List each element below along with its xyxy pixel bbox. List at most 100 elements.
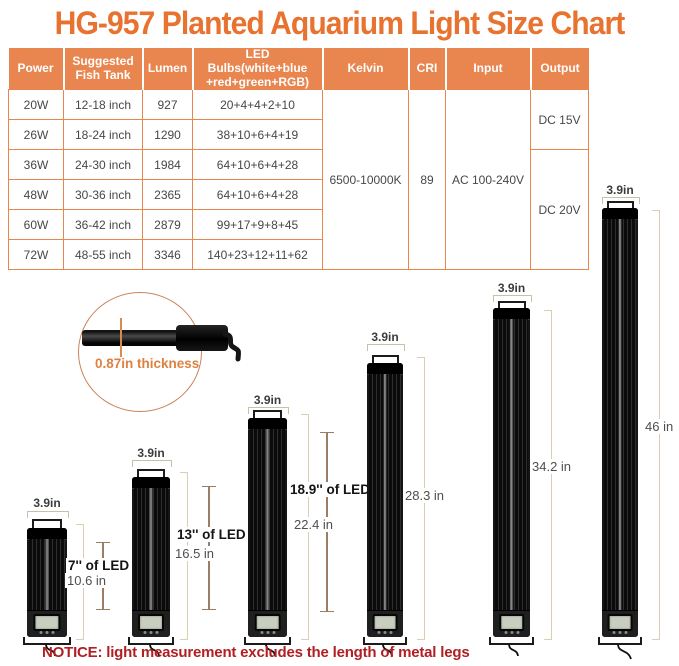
cell-power: 26W — [8, 119, 64, 151]
table-row: 36W 24-30 inch 1984 64+10+6+4+28 DC 20V — [8, 149, 589, 271]
mount-bracket-hook — [222, 331, 241, 362]
lamp-1-total-length-label: 10.6 in — [65, 573, 109, 588]
cell-led-bulbs: 20+4+4+2+10 — [192, 89, 323, 121]
lamp-4-led-panel — [369, 374, 401, 611]
lamp-4-controller — [367, 610, 403, 637]
lamp-3-width-bracket — [248, 407, 289, 414]
lamp-3-buttons — [260, 631, 275, 634]
lamp-3-total-length-label: 22.4 in — [292, 517, 336, 532]
lamp-6-controller — [602, 610, 638, 637]
thickness-detail-circle — [78, 292, 202, 412]
table-row: 72W 48-55 inch 3346 140+23+12+11+62 — [8, 239, 589, 271]
lamp-6-bottom-leg — [598, 637, 642, 645]
lamp-2-led-length-label: 13'' of LED — [175, 527, 248, 542]
lamp-2-bottom-leg — [128, 637, 174, 645]
cell-fish-tank: 30-36 inch — [63, 179, 143, 211]
cell-led-bulbs: 38+10+6+4+19 — [192, 119, 323, 151]
lamp-3-lcd-display — [254, 614, 281, 631]
lamp-6-lcd-display — [607, 614, 633, 631]
cell-led-bulbs: 140+23+12+11+62 — [192, 239, 323, 271]
cell-led-bulbs: 64+10+6+4+28 — [192, 179, 323, 211]
lamp-1-led-length-label: 7'' of LED — [66, 558, 132, 573]
lamp-4-body — [367, 363, 403, 637]
thickness-label: 0.87in thickness — [95, 356, 200, 371]
cell-fish-tank: 48-55 inch — [63, 239, 143, 271]
lamp-3-body — [248, 418, 287, 637]
cell-lumen: 1290 — [142, 119, 193, 151]
cell-cri: 89 — [408, 89, 446, 271]
lamp-5-controller — [493, 610, 530, 637]
lamp-4-buttons — [377, 631, 393, 634]
lamp-2-power-cord — [149, 644, 160, 657]
cell-power: 48W — [8, 179, 64, 211]
page-title: HG-957 Planted Aquarium Light Size Chart — [54, 5, 626, 41]
lamp-1-body — [27, 528, 67, 637]
table-row: 60W 36-42 inch 2879 99+17+9+8+45 — [8, 209, 589, 241]
cell-fish-tank: 24-30 inch — [63, 149, 143, 181]
lamp-6-body — [602, 208, 638, 637]
lamp-4-lcd-display — [372, 614, 398, 631]
col-header-kelvin: Kelvin — [322, 48, 410, 90]
lamp-2-width-bracket — [132, 460, 172, 467]
lamp-1-lcd-display — [33, 614, 61, 631]
lamp-5-led-panel — [495, 319, 528, 611]
lamp-1-width-bracket — [27, 511, 69, 518]
cell-kelvin: 6500-10000K — [322, 89, 409, 271]
lamp-5-bottom-leg — [489, 637, 534, 645]
lamp-3-width-label: 3.9in — [253, 393, 282, 407]
lamp-6-power-cord — [617, 644, 632, 660]
cell-fish-tank: 36-42 inch — [63, 209, 143, 241]
lamp-4-width-label: 3.9in — [371, 330, 399, 344]
col-header-lumen: Lumen — [142, 48, 194, 90]
lamp-6-buttons — [612, 631, 628, 634]
lamp-1-led-panel — [29, 539, 65, 611]
col-header-output: Output — [530, 48, 589, 90]
size-chart-table: Power Suggested Fish Tank Lumen LED Bulb… — [8, 47, 589, 271]
lamp-5-power-cord — [508, 644, 519, 657]
thickness-measure-tick — [120, 318, 122, 357]
cell-power: 36W — [8, 149, 64, 181]
lamp-4-power-cord — [382, 644, 393, 657]
table-row: 26W 18-24 inch 1290 38+10+6+4+19 — [8, 119, 589, 151]
table-row: 20W 12-18 inch 927 20+4+4+2+10 6500-1000… — [8, 89, 589, 271]
lamp-side-view — [82, 330, 178, 346]
lamp-6-width-label: 3.9in — [606, 183, 634, 197]
col-header-cri: CRI — [408, 48, 447, 90]
cell-lumen: 3346 — [142, 239, 193, 271]
cell-power: 60W — [8, 209, 64, 241]
lamp-1-bottom-leg — [23, 637, 71, 645]
lamp-2-lcd-display — [137, 614, 165, 631]
lamp-3-led-length-label: 18.9'' of LED — [288, 482, 372, 497]
lamp-1-buttons — [39, 631, 55, 634]
col-header-fish-tank: Suggested Fish Tank — [63, 48, 144, 90]
lamp-1-controller — [27, 610, 67, 637]
lamp-1-width-label: 3.9in — [33, 496, 61, 510]
lamp-2-led-panel — [134, 488, 168, 611]
cell-led-bulbs: 99+17+9+8+45 — [192, 209, 323, 241]
lamp-5-width-label: 3.9in — [497, 281, 526, 295]
cell-lumen: 2365 — [142, 179, 193, 211]
col-header-power: Power — [8, 48, 65, 90]
cell-lumen: 1984 — [142, 149, 193, 181]
cell-output-dc20: DC 20V — [530, 149, 589, 271]
cell-power: 20W — [8, 89, 64, 121]
lamp-3-led-panel — [250, 429, 285, 611]
lamp-6-width-bracket — [602, 197, 640, 204]
col-header-led-bulbs: LED Bulbs(white+blue +red+green+RGB) — [192, 47, 324, 90]
lamp-2-controller — [132, 610, 170, 637]
cell-lumen: 2879 — [142, 209, 193, 241]
lamp-2-total-length-label: 16.5 in — [173, 546, 217, 561]
lamp-5-total-length-label: 34.2 in — [530, 459, 574, 474]
lamp-3-bottom-leg — [244, 637, 291, 645]
lamp-2-buttons — [143, 631, 159, 634]
lamp-5-width-bracket — [493, 295, 532, 302]
lamp-2-body — [132, 477, 170, 637]
lamp-4-width-bracket — [367, 344, 405, 351]
lamp-6-total-length-label: 46 in — [643, 419, 676, 434]
lamp-5-buttons — [504, 631, 519, 634]
lamp-5-body — [493, 308, 530, 637]
cell-led-bulbs: 64+10+6+4+28 — [192, 149, 323, 181]
cell-lumen: 927 — [142, 89, 193, 121]
table-header-row: Power Suggested Fish Tank Lumen LED Bulb… — [8, 47, 589, 90]
